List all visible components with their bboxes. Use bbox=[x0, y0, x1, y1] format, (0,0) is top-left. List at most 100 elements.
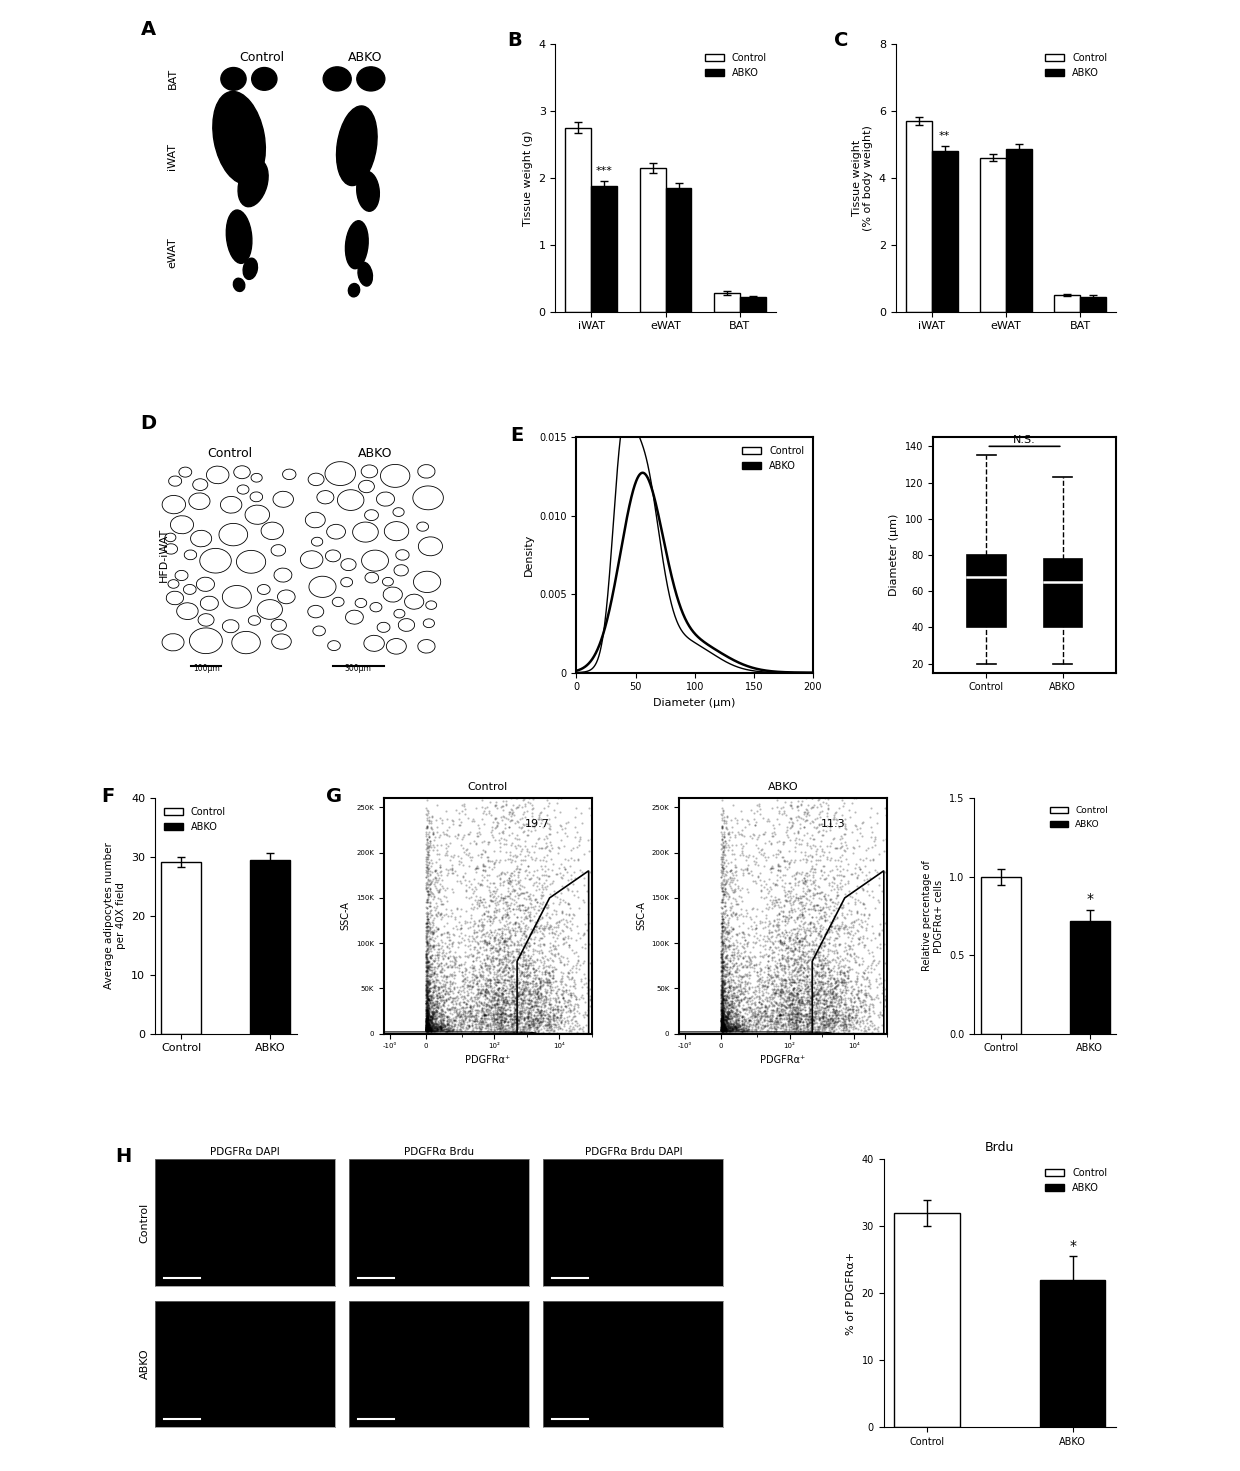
Point bbox=[802, 894, 822, 918]
Point bbox=[714, 874, 734, 897]
Point bbox=[417, 956, 436, 980]
Point bbox=[712, 1018, 732, 1041]
Point bbox=[554, 1009, 574, 1033]
Point bbox=[841, 958, 861, 981]
Point bbox=[727, 1002, 746, 1025]
Point bbox=[507, 984, 527, 1008]
Point bbox=[770, 1006, 790, 1030]
Point bbox=[526, 1008, 546, 1031]
Point bbox=[417, 987, 436, 1011]
Point bbox=[539, 731, 559, 755]
Point bbox=[523, 863, 543, 887]
Point bbox=[712, 1015, 732, 1039]
Point bbox=[781, 981, 801, 1005]
Point bbox=[717, 1016, 737, 1040]
Point bbox=[771, 971, 791, 994]
Point bbox=[476, 971, 496, 994]
Point bbox=[471, 991, 491, 1015]
Point bbox=[712, 997, 732, 1021]
Point bbox=[805, 1006, 825, 1030]
Point bbox=[810, 964, 830, 987]
Point bbox=[417, 1015, 436, 1039]
Point bbox=[761, 946, 781, 969]
Point bbox=[432, 1003, 451, 1027]
Point bbox=[532, 858, 552, 881]
Point bbox=[836, 938, 856, 962]
Point bbox=[492, 641, 512, 665]
Point bbox=[419, 972, 439, 996]
Point bbox=[806, 893, 826, 916]
Text: E: E bbox=[510, 425, 523, 444]
Point bbox=[828, 974, 848, 997]
Point bbox=[418, 1018, 438, 1041]
Point bbox=[484, 1018, 503, 1041]
Point bbox=[712, 996, 732, 1019]
Point bbox=[455, 966, 475, 990]
Point bbox=[419, 964, 439, 987]
Point bbox=[796, 144, 816, 168]
Point bbox=[428, 975, 448, 999]
Point bbox=[425, 1003, 445, 1027]
Point bbox=[418, 1009, 438, 1033]
Point bbox=[486, 983, 506, 1006]
Point bbox=[438, 919, 458, 943]
Point bbox=[825, 428, 844, 452]
Point bbox=[740, 947, 760, 971]
Point bbox=[712, 999, 732, 1022]
Point bbox=[712, 806, 732, 830]
Point bbox=[820, 663, 839, 687]
Point bbox=[520, 887, 539, 911]
Point bbox=[779, 838, 799, 862]
Point bbox=[820, 990, 839, 1014]
Point bbox=[780, 927, 800, 950]
Point bbox=[874, 968, 894, 991]
Point bbox=[756, 930, 776, 953]
Point bbox=[759, 390, 779, 413]
Point bbox=[875, 861, 895, 884]
Point bbox=[520, 268, 539, 291]
Point bbox=[477, 1002, 497, 1025]
Point bbox=[728, 975, 748, 999]
Point bbox=[546, 1003, 565, 1027]
Point bbox=[744, 953, 764, 977]
Point bbox=[510, 1016, 529, 1040]
Point bbox=[832, 1014, 852, 1037]
Point bbox=[484, 1018, 503, 1041]
Point bbox=[722, 990, 742, 1014]
Point bbox=[417, 1019, 436, 1043]
Point bbox=[419, 1018, 439, 1041]
Point bbox=[712, 1015, 732, 1039]
Point bbox=[498, 1005, 518, 1028]
Point bbox=[769, 724, 789, 747]
Point bbox=[750, 862, 770, 886]
Point bbox=[507, 938, 527, 962]
Point bbox=[434, 999, 454, 1022]
Point bbox=[753, 1002, 773, 1025]
Point bbox=[487, 977, 507, 1000]
Point bbox=[501, 966, 521, 990]
Point bbox=[818, 1014, 838, 1037]
Point bbox=[768, 1011, 787, 1034]
Point bbox=[724, 866, 744, 890]
Point bbox=[723, 900, 743, 924]
Point bbox=[417, 1016, 436, 1040]
Point bbox=[455, 1006, 475, 1030]
Point bbox=[480, 994, 500, 1018]
Point bbox=[422, 1008, 441, 1031]
Point bbox=[497, 1014, 517, 1037]
Point bbox=[799, 21, 818, 44]
Point bbox=[461, 1018, 481, 1041]
Point bbox=[417, 1009, 436, 1033]
Point bbox=[755, 974, 775, 997]
Point bbox=[775, 800, 795, 824]
Point bbox=[807, 894, 827, 918]
Point bbox=[424, 1011, 444, 1034]
Point bbox=[815, 697, 835, 721]
Point bbox=[833, 921, 853, 944]
Point bbox=[717, 1016, 737, 1040]
Point bbox=[539, 812, 559, 836]
Point bbox=[810, 915, 830, 938]
Point bbox=[546, 969, 565, 993]
Point bbox=[486, 936, 506, 959]
Point bbox=[451, 740, 471, 763]
